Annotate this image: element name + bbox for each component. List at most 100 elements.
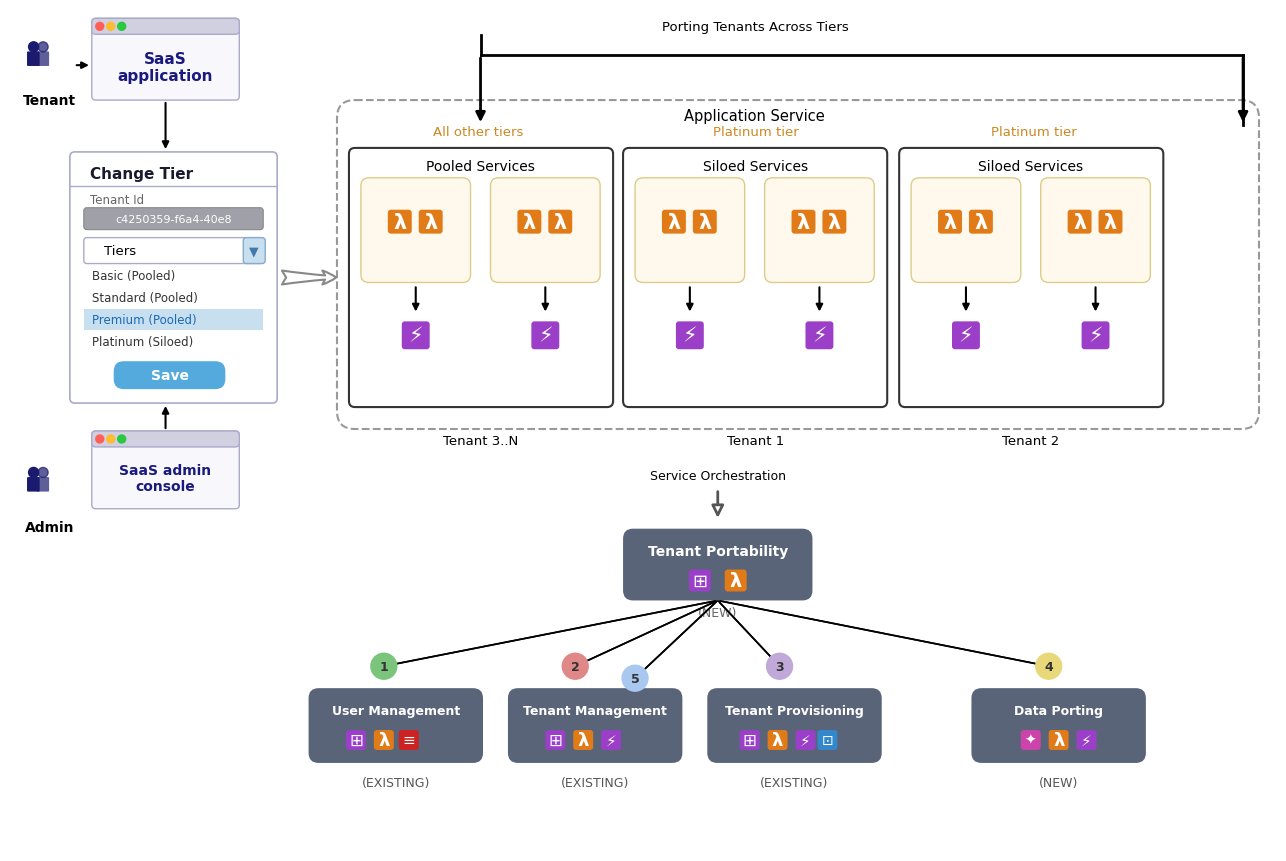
Circle shape (370, 653, 397, 679)
Text: λ: λ (975, 213, 988, 232)
Text: Siloed Services: Siloed Services (703, 159, 808, 174)
FancyBboxPatch shape (622, 529, 813, 601)
FancyBboxPatch shape (693, 210, 716, 234)
FancyBboxPatch shape (791, 210, 815, 234)
Circle shape (622, 666, 648, 691)
Text: λ: λ (394, 213, 406, 232)
FancyBboxPatch shape (689, 570, 711, 592)
Text: User Management: User Management (332, 703, 460, 716)
Text: Product: Product (523, 188, 567, 201)
Text: Admin: Admin (26, 520, 75, 534)
Text: ▼: ▼ (249, 245, 258, 257)
Bar (84, 310, 264, 331)
FancyBboxPatch shape (84, 208, 264, 231)
FancyBboxPatch shape (707, 688, 882, 763)
Text: Tenant: Tenant (23, 94, 76, 108)
FancyBboxPatch shape (635, 178, 745, 283)
Text: Application Service: Application Service (684, 108, 826, 123)
FancyBboxPatch shape (91, 19, 239, 35)
Circle shape (1035, 653, 1062, 679)
Text: λ: λ (944, 213, 957, 232)
Text: ⊞: ⊞ (692, 572, 707, 590)
Text: Pooled Services: Pooled Services (426, 159, 535, 174)
FancyBboxPatch shape (622, 149, 887, 407)
FancyBboxPatch shape (937, 210, 962, 234)
Text: λ: λ (424, 213, 437, 232)
Circle shape (95, 23, 104, 31)
Circle shape (28, 468, 39, 478)
Text: λ: λ (797, 213, 810, 232)
Text: λ: λ (1053, 731, 1065, 749)
Text: (EXISTING): (EXISTING) (361, 777, 430, 790)
Text: Tenant Management: Tenant Management (523, 703, 667, 716)
FancyBboxPatch shape (768, 730, 787, 750)
FancyBboxPatch shape (399, 730, 419, 750)
Text: λ: λ (554, 213, 567, 232)
FancyBboxPatch shape (401, 322, 430, 350)
FancyBboxPatch shape (1098, 210, 1123, 234)
Text: Product: Product (797, 188, 842, 201)
Circle shape (39, 43, 48, 53)
Text: (NEW): (NEW) (698, 606, 737, 619)
Text: 5: 5 (630, 672, 639, 684)
Text: Premium (Pooled): Premium (Pooled) (91, 313, 197, 326)
Text: ⚡: ⚡ (683, 326, 697, 346)
FancyBboxPatch shape (1021, 730, 1040, 750)
Text: Standard (Pooled): Standard (Pooled) (91, 292, 198, 305)
FancyBboxPatch shape (796, 730, 815, 750)
Circle shape (107, 436, 114, 443)
Text: Change Tier: Change Tier (90, 167, 193, 183)
Circle shape (39, 468, 48, 478)
Text: 4: 4 (1044, 660, 1053, 673)
Text: SaaS
application: SaaS application (118, 52, 213, 84)
Text: ⊞: ⊞ (349, 731, 363, 749)
Circle shape (95, 436, 104, 443)
FancyBboxPatch shape (662, 210, 685, 234)
FancyBboxPatch shape (1040, 178, 1151, 283)
FancyBboxPatch shape (27, 53, 40, 67)
Text: Tenant 2: Tenant 2 (1002, 435, 1060, 448)
Text: Porting Tenants Across Tiers: Porting Tenants Across Tiers (662, 21, 849, 34)
FancyBboxPatch shape (805, 322, 833, 350)
FancyBboxPatch shape (574, 730, 593, 750)
Text: λ: λ (828, 213, 841, 232)
Text: Tenant Provisioning: Tenant Provisioning (725, 703, 864, 716)
Text: (EXISTING): (EXISTING) (760, 777, 828, 790)
Text: Order: Order (399, 188, 432, 201)
FancyBboxPatch shape (243, 238, 265, 264)
Text: Product: Product (1073, 188, 1118, 201)
Text: ⚡: ⚡ (409, 326, 423, 346)
Text: Basic (Pooled): Basic (Pooled) (91, 269, 175, 282)
FancyBboxPatch shape (91, 431, 239, 448)
Text: c4250359-f6a4-40e8: c4250359-f6a4-40e8 (116, 214, 231, 225)
FancyBboxPatch shape (765, 178, 874, 283)
Text: ⊞: ⊞ (548, 731, 562, 749)
Text: (NEW): (NEW) (1039, 777, 1079, 790)
FancyBboxPatch shape (739, 730, 760, 750)
Text: Platinum (Siloed): Platinum (Siloed) (91, 336, 193, 349)
Text: ⚡: ⚡ (538, 326, 553, 346)
Text: Tenant Id: Tenant Id (90, 194, 144, 207)
Text: 3: 3 (775, 660, 784, 673)
FancyBboxPatch shape (952, 322, 980, 350)
Text: Tenant 3..N: Tenant 3..N (442, 435, 518, 448)
FancyBboxPatch shape (374, 730, 394, 750)
FancyBboxPatch shape (490, 178, 601, 283)
Text: Siloed Services: Siloed Services (979, 159, 1083, 174)
FancyBboxPatch shape (601, 730, 621, 750)
Circle shape (766, 653, 792, 679)
Text: ≡: ≡ (403, 733, 415, 747)
FancyBboxPatch shape (1082, 322, 1110, 350)
Text: Tiers: Tiers (104, 245, 136, 257)
FancyBboxPatch shape (1067, 210, 1092, 234)
FancyBboxPatch shape (818, 730, 837, 750)
FancyBboxPatch shape (361, 178, 471, 283)
FancyBboxPatch shape (113, 362, 225, 390)
Text: λ: λ (577, 731, 589, 749)
FancyBboxPatch shape (346, 730, 367, 750)
Text: λ: λ (729, 572, 742, 591)
FancyBboxPatch shape (91, 431, 239, 509)
Text: Save: Save (150, 369, 189, 383)
Text: Order: Order (673, 188, 707, 201)
FancyBboxPatch shape (912, 178, 1021, 283)
